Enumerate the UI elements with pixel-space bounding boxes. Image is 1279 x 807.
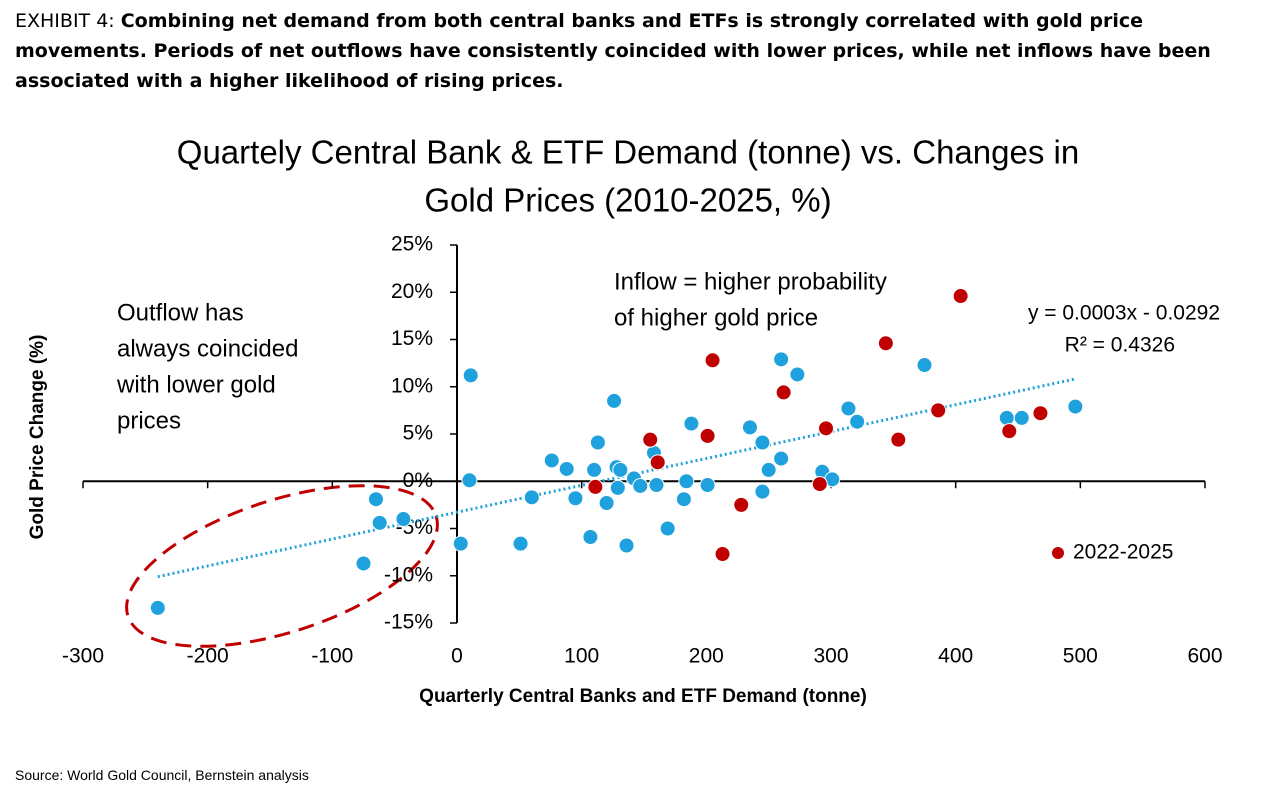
point xyxy=(452,535,469,552)
x-tick-label: 100 xyxy=(564,645,599,668)
point xyxy=(1067,398,1084,415)
point xyxy=(648,477,665,494)
annotation: with lower gold xyxy=(116,371,276,398)
legend-marker xyxy=(1052,547,1064,559)
x-tick-label: 400 xyxy=(938,645,973,668)
annotation: Outflow has xyxy=(117,299,244,326)
point xyxy=(733,496,750,513)
y-tick-label: 5% xyxy=(403,422,433,445)
annotation: always coincided xyxy=(117,335,298,362)
point xyxy=(618,537,635,554)
x-tick-label: -100 xyxy=(311,645,353,668)
point xyxy=(1013,409,1030,426)
y-tick-label: -10% xyxy=(384,563,433,586)
point xyxy=(598,494,615,511)
trend-equation: y = 0.0003x - 0.0292 xyxy=(1028,302,1220,325)
annotation: of higher gold price xyxy=(614,304,818,331)
point xyxy=(760,461,777,478)
point xyxy=(952,288,969,305)
point xyxy=(683,415,700,432)
y-tick-label: 0% xyxy=(403,469,433,492)
point xyxy=(149,599,166,616)
point xyxy=(355,555,372,572)
point xyxy=(512,535,529,552)
point xyxy=(587,478,604,495)
exhibit-text: Combining net demand from both central b… xyxy=(15,10,1211,92)
y-tick-label: -15% xyxy=(384,611,433,634)
point xyxy=(1001,423,1018,440)
point xyxy=(558,460,575,477)
legend-label: 2022-2025 xyxy=(1073,541,1173,564)
point xyxy=(699,427,716,444)
annotation: prices xyxy=(117,407,181,434)
point xyxy=(811,476,828,493)
point xyxy=(890,431,907,448)
point xyxy=(714,546,731,563)
point xyxy=(699,477,716,494)
y-tick-label: 15% xyxy=(391,327,433,350)
x-tick-label: 200 xyxy=(689,645,724,668)
point xyxy=(916,357,933,374)
x-tick-label: 300 xyxy=(813,645,848,668)
point xyxy=(589,434,606,451)
point xyxy=(582,529,599,546)
point xyxy=(930,402,947,419)
point xyxy=(606,392,623,409)
exhibit: EXHIBIT 4: Combining net demand from bot… xyxy=(15,6,1265,96)
annotation: Inflow = higher probability xyxy=(614,268,887,295)
point xyxy=(649,454,666,471)
chart-title: Quartely Central Bank & ETF Demand (tonn… xyxy=(177,134,1079,171)
point xyxy=(659,520,676,537)
point xyxy=(462,367,479,384)
point xyxy=(775,384,792,401)
x-tick-label: 500 xyxy=(1063,645,1098,668)
point xyxy=(543,452,560,469)
point xyxy=(704,352,721,369)
point xyxy=(754,434,771,451)
point xyxy=(632,477,649,494)
point xyxy=(818,420,835,437)
point xyxy=(840,400,857,417)
y-tick-label: 25% xyxy=(391,233,433,256)
trend-r2: R² = 0.4326 xyxy=(1065,334,1175,357)
point xyxy=(367,491,384,508)
x-tick-label: -300 xyxy=(62,645,104,668)
exhibit-label: EXHIBIT 4: xyxy=(15,10,115,32)
point xyxy=(612,461,629,478)
point xyxy=(642,431,659,448)
point xyxy=(741,419,758,436)
x-tick-label: 600 xyxy=(1187,645,1222,668)
y-axis-label: Gold Price Change (%) xyxy=(27,335,48,540)
point xyxy=(877,335,894,352)
point xyxy=(678,473,695,490)
point xyxy=(849,413,866,430)
point xyxy=(609,479,626,496)
chart: Quartely Central Bank & ETF Demand (tonn… xyxy=(27,134,1223,707)
x-tick-label: 0 xyxy=(451,645,463,668)
chart-title: Gold Prices (2010-2025, %) xyxy=(424,182,831,219)
y-tick-label: 10% xyxy=(391,374,433,397)
source: Source: World Gold Council, Bernstein an… xyxy=(15,767,309,783)
x-axis-label: Quarterly Central Banks and ETF Demand (… xyxy=(419,686,867,707)
outflow-ellipse xyxy=(125,484,439,648)
point xyxy=(371,514,388,531)
point xyxy=(773,351,790,368)
point xyxy=(773,450,790,467)
point xyxy=(523,489,540,506)
point xyxy=(461,472,478,489)
trendline xyxy=(157,377,1075,579)
x-tick-label: -200 xyxy=(187,645,229,668)
point xyxy=(586,461,603,478)
point xyxy=(998,409,1015,426)
point xyxy=(789,366,806,383)
point xyxy=(395,511,412,528)
y-tick-label: 20% xyxy=(391,280,433,303)
point xyxy=(675,491,692,508)
point xyxy=(1032,405,1049,422)
point xyxy=(754,483,771,500)
point xyxy=(567,490,584,507)
